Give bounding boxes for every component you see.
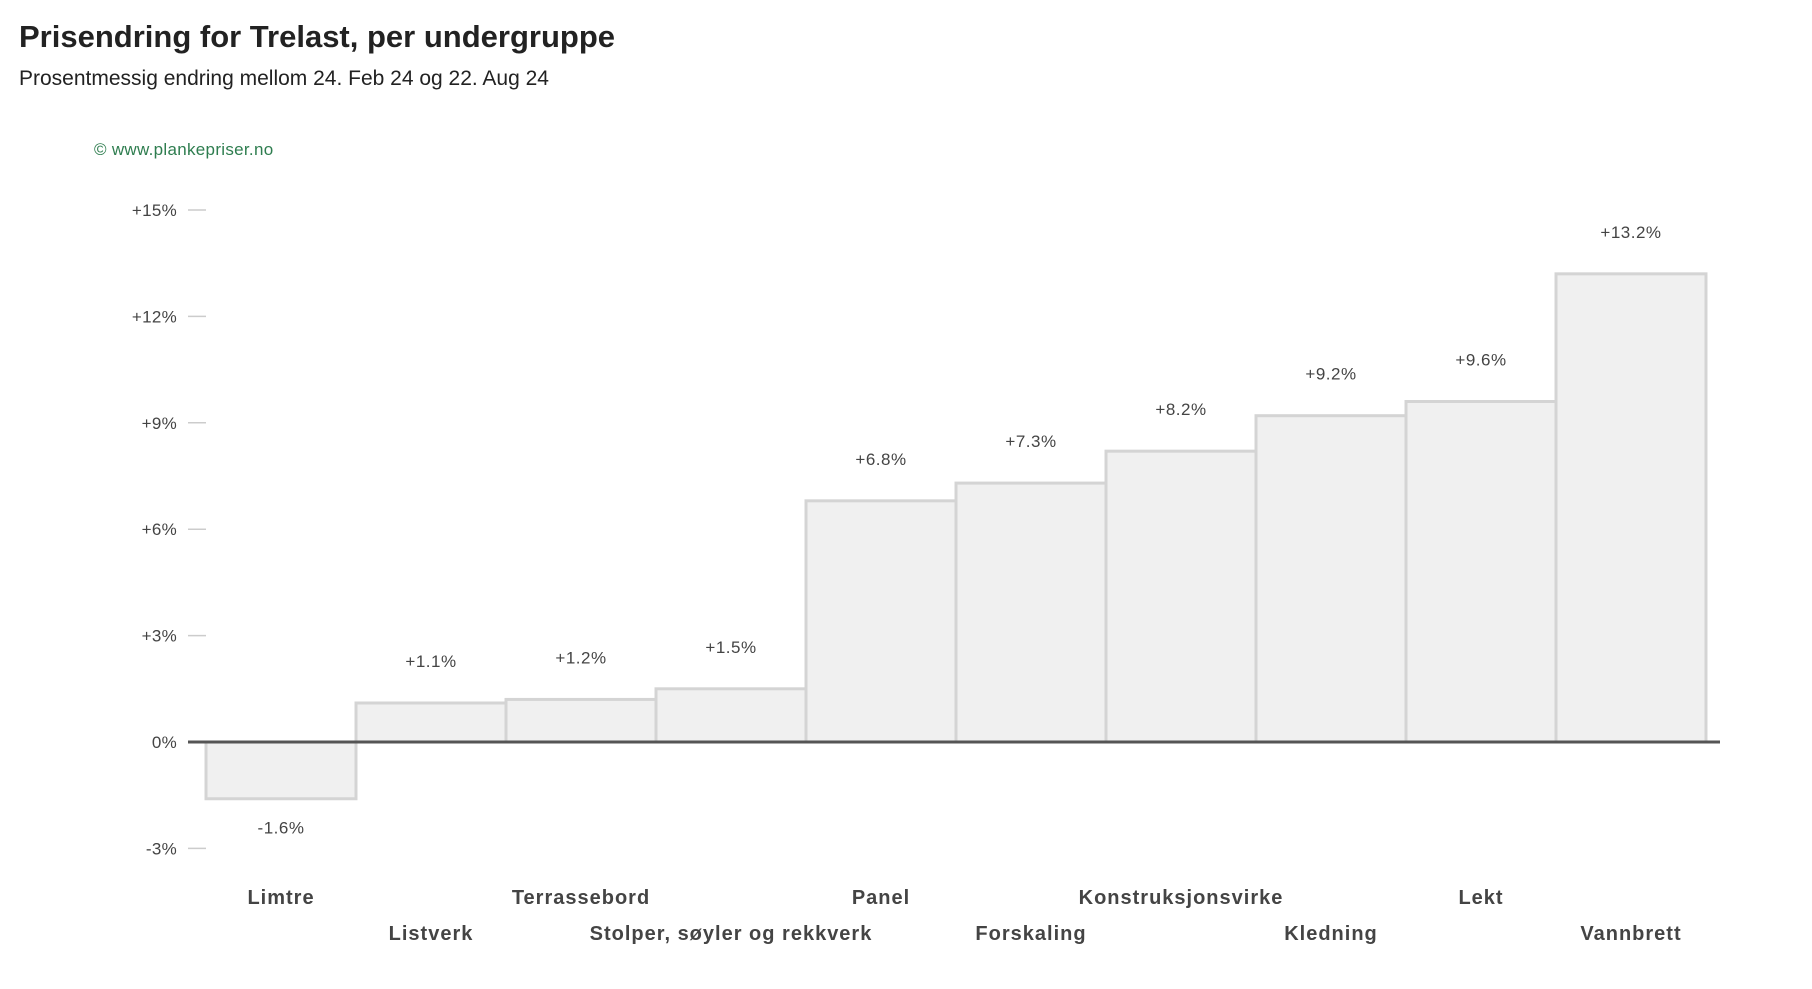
category-label: Stolper, søyler og rekkverk [590,923,873,945]
bar-value-label: +13.2% [1600,223,1661,242]
category-label: Limtre [247,887,314,909]
y-tick-label: +3% [142,627,177,646]
y-axis: -3% 0% +3% +6% +9% +12% +15% [132,201,206,858]
category-label: Terrassebord [512,887,650,909]
bar-value-label: +1.2% [555,648,606,667]
bar[interactable] [504,697,658,744]
y-tick-label: +12% [132,307,177,326]
category-label: Panel [852,887,910,909]
chart-title: Prisendring for Trelast, per undergruppe [19,19,615,54]
value-labels: -1.6% +1.1% +1.2% +1.5% +6.8% +7.3% +8.2% +9.2%… [258,223,1662,838]
y-tick-label: 0% [152,733,177,752]
bar[interactable] [1104,449,1258,744]
bar-value-label: +9.2% [1305,365,1356,384]
y-tick-label: +6% [142,520,177,539]
bar-value-label: +7.3% [1005,432,1056,451]
bar[interactable] [1554,272,1708,744]
y-tick-label: +15% [132,201,177,220]
bar-value-label: +1.5% [705,638,756,657]
category-label: Listverk [389,923,474,945]
category-label: Konstruksjonsvirke [1079,887,1284,909]
bar-value-label: -1.6% [258,819,305,838]
bar-value-label: +1.1% [405,652,456,671]
chart-subtitle: Prosentmessig endring mellom 24. Feb 24 … [19,67,549,90]
category-label: Kledning [1284,923,1378,945]
y-tick-label: +9% [142,414,177,433]
category-labels: Limtre Listverk Terrassebord Stolper, søyle… [247,887,1681,945]
bar[interactable] [1404,400,1558,744]
category-label: Lekt [1458,887,1503,909]
credit-text: © www.plankepriser.no [94,140,273,159]
chart-header: Prisendring for Trelast, per undergruppe… [19,14,615,94]
y-tick-label: -3% [146,839,177,858]
bar-value-label: +9.6% [1455,351,1506,370]
bar[interactable] [954,481,1108,744]
bar[interactable] [654,687,808,744]
bar[interactable] [204,740,358,801]
bar-value-label: +8.2% [1155,400,1206,419]
category-label: Vannbrett [1580,923,1681,945]
bar[interactable] [804,499,958,744]
bar-value-label: +6.8% [855,450,906,469]
bar[interactable] [1254,414,1408,744]
category-label: Forskaling [975,923,1086,945]
bars [204,272,1708,801]
bar[interactable] [354,701,508,744]
